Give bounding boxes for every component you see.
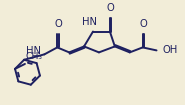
Text: O: O xyxy=(140,19,147,29)
Text: O: O xyxy=(107,3,115,13)
Text: HN: HN xyxy=(26,46,41,56)
Text: OH: OH xyxy=(162,45,178,55)
Text: O: O xyxy=(54,19,62,29)
Text: HN: HN xyxy=(82,17,97,27)
Text: CH₃: CH₃ xyxy=(26,52,43,61)
